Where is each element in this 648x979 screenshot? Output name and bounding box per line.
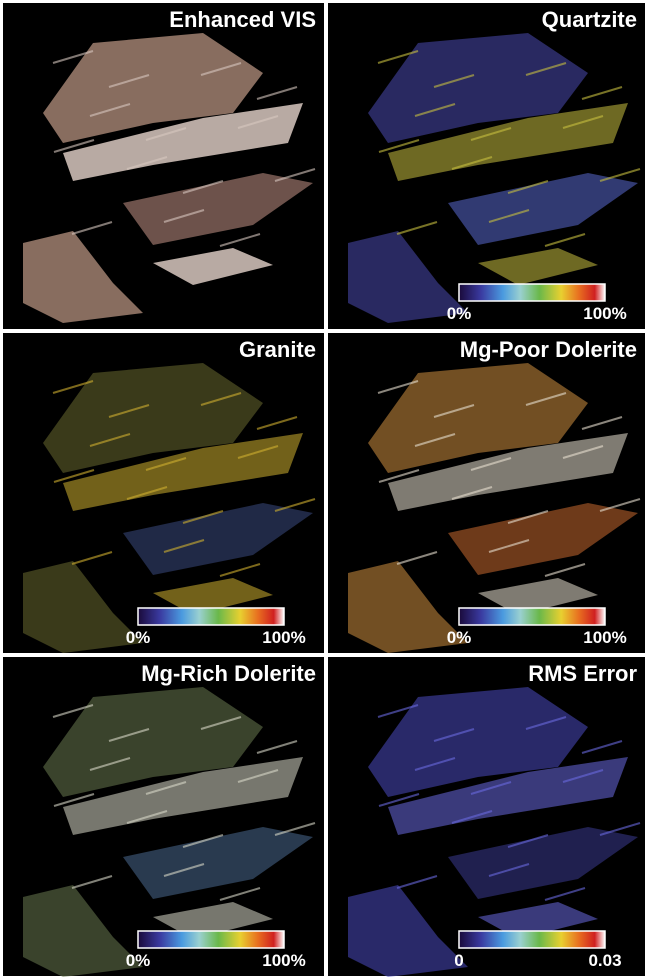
colorbar [459,284,605,301]
colorbar-min: 0% [447,304,472,323]
colorbar-min: 0% [126,628,151,647]
panel-title: Mg-Rich Dolerite [141,661,316,686]
colorbar-min: 0 [454,951,463,970]
panel: Mg-Rich Dolerite 0% 100% [3,657,324,977]
panel: Enhanced VIS [3,3,324,329]
colorbar-min: 0% [126,951,151,970]
panel-title: RMS Error [528,661,637,686]
colorbar [138,608,284,625]
figure: Enhanced VIS Quartzite 0% 100% Granite 0% 100%… [0,0,648,979]
colorbar-max: 100% [262,628,305,647]
panel-title: Granite [239,337,316,362]
panel-title: Mg-Poor Dolerite [460,337,637,362]
panel: Mg-Poor Dolerite 0% 100% [328,333,645,653]
panel-title: Quartzite [542,7,637,32]
colorbar [138,931,284,948]
panel-title: Enhanced VIS [169,7,316,32]
colorbar-min: 0% [447,628,472,647]
colorbar-max: 100% [583,304,626,323]
colorbar [459,931,605,948]
panel: Granite 0% 100% [3,333,324,653]
panel: RMS Error 0 0.03 [328,657,645,977]
colorbar-max: 0.03 [588,951,621,970]
colorbar [459,608,605,625]
panel: Quartzite 0% 100% [328,3,645,329]
colorbar-max: 100% [583,628,626,647]
colorbar-max: 100% [262,951,305,970]
